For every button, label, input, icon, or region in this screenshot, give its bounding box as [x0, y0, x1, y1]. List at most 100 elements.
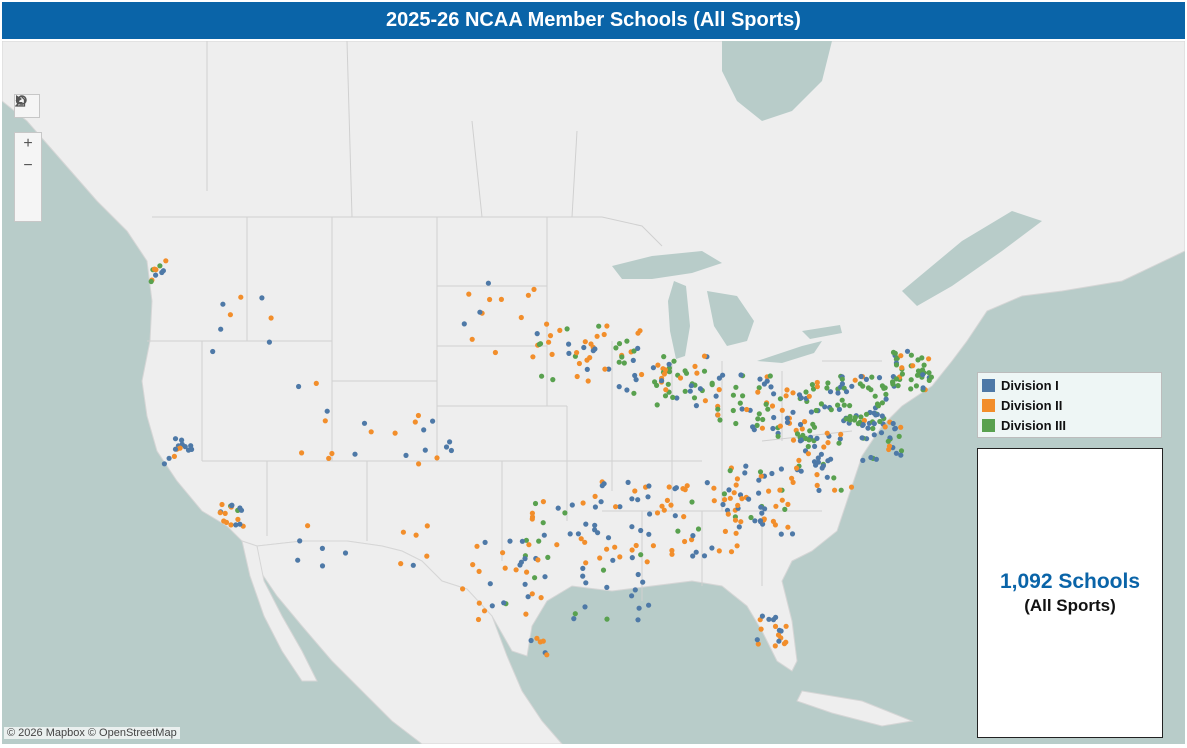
school-marker[interactable] [532, 575, 538, 581]
school-marker[interactable] [895, 383, 901, 389]
school-marker[interactable] [654, 402, 660, 408]
school-marker[interactable] [633, 542, 639, 549]
school-marker[interactable] [688, 383, 694, 389]
school-marker[interactable] [163, 258, 169, 264]
school-marker[interactable] [536, 538, 542, 544]
school-marker[interactable] [539, 373, 545, 379]
school-marker[interactable] [617, 504, 623, 510]
school-marker[interactable] [731, 490, 737, 496]
school-marker[interactable] [733, 482, 739, 488]
school-marker[interactable] [711, 498, 717, 504]
school-marker[interactable] [726, 487, 732, 493]
school-marker[interactable] [460, 586, 466, 592]
school-marker[interactable] [594, 333, 600, 339]
school-marker[interactable] [807, 428, 813, 434]
school-marker[interactable] [839, 381, 846, 387]
school-marker[interactable] [592, 504, 599, 510]
school-marker[interactable] [672, 513, 678, 519]
school-marker[interactable] [849, 383, 855, 389]
school-marker[interactable] [771, 414, 777, 421]
school-marker[interactable] [778, 466, 785, 472]
school-marker[interactable] [756, 411, 762, 417]
school-marker[interactable] [890, 381, 896, 387]
school-marker[interactable] [161, 461, 167, 467]
school-marker[interactable] [361, 420, 368, 426]
school-marker[interactable] [470, 562, 476, 568]
school-marker[interactable] [166, 455, 172, 461]
school-marker[interactable] [635, 617, 641, 623]
school-marker[interactable] [507, 538, 513, 544]
school-marker[interactable] [770, 518, 777, 524]
school-marker[interactable] [580, 565, 586, 572]
school-marker[interactable] [632, 488, 638, 494]
school-marker[interactable] [669, 547, 675, 554]
school-marker[interactable] [592, 527, 598, 533]
school-marker[interactable] [754, 637, 760, 643]
school-marker[interactable] [810, 421, 816, 427]
school-marker[interactable] [221, 518, 227, 524]
school-marker[interactable] [616, 384, 622, 390]
school-marker[interactable] [869, 374, 875, 380]
school-marker[interactable] [860, 422, 866, 428]
school-marker[interactable] [610, 557, 616, 563]
school-marker[interactable] [632, 372, 638, 379]
school-marker[interactable] [633, 377, 639, 383]
school-marker[interactable] [740, 393, 746, 399]
school-marker[interactable] [662, 393, 669, 399]
school-marker[interactable] [476, 568, 482, 575]
school-marker[interactable] [575, 531, 582, 537]
school-marker[interactable] [814, 482, 820, 488]
school-marker[interactable] [485, 280, 491, 286]
school-marker[interactable] [592, 522, 598, 528]
school-marker[interactable] [921, 362, 927, 368]
school-marker[interactable] [233, 522, 239, 528]
school-marker[interactable] [722, 497, 728, 503]
school-marker[interactable] [734, 476, 741, 482]
school-marker[interactable] [777, 487, 783, 493]
school-marker[interactable] [915, 368, 922, 374]
school-marker[interactable] [218, 326, 224, 332]
school-marker[interactable] [542, 574, 548, 580]
school-marker[interactable] [671, 358, 677, 364]
school-marker[interactable] [755, 641, 761, 647]
school-marker[interactable] [268, 315, 274, 321]
school-marker[interactable] [665, 381, 671, 387]
school-marker[interactable] [596, 323, 602, 329]
school-marker[interactable] [904, 348, 911, 354]
school-marker[interactable] [424, 523, 430, 529]
school-marker[interactable] [859, 435, 865, 441]
school-marker[interactable] [812, 443, 818, 449]
school-marker[interactable] [217, 510, 223, 516]
school-marker[interactable] [821, 444, 827, 450]
school-marker[interactable] [443, 444, 450, 450]
school-marker[interactable] [806, 393, 812, 399]
school-marker[interactable] [766, 488, 772, 494]
school-marker[interactable] [789, 531, 796, 537]
school-marker[interactable] [777, 396, 784, 402]
school-marker[interactable] [852, 414, 858, 421]
school-marker[interactable] [783, 393, 789, 399]
school-marker[interactable] [837, 436, 843, 442]
school-marker[interactable] [582, 539, 588, 545]
school-marker[interactable] [549, 351, 555, 357]
school-marker[interactable] [716, 375, 723, 381]
school-marker[interactable] [734, 543, 740, 549]
school-marker[interactable] [717, 417, 723, 423]
school-marker[interactable] [898, 452, 904, 458]
legend-item-division-2[interactable]: Division II [982, 395, 1157, 415]
school-marker[interactable] [739, 496, 745, 502]
school-marker[interactable] [621, 360, 627, 366]
school-marker[interactable] [871, 421, 877, 427]
school-marker[interactable] [919, 355, 925, 361]
school-marker[interactable] [818, 451, 825, 457]
school-marker[interactable] [684, 483, 690, 489]
school-marker[interactable] [636, 605, 642, 611]
legend-item-division-3[interactable]: Division III [982, 415, 1157, 435]
school-marker[interactable] [818, 401, 825, 407]
school-marker[interactable] [631, 348, 637, 354]
school-marker[interactable] [892, 350, 898, 356]
school-marker[interactable] [604, 584, 610, 591]
school-marker[interactable] [814, 472, 820, 478]
school-marker[interactable] [541, 532, 547, 538]
school-marker[interactable] [557, 327, 563, 333]
